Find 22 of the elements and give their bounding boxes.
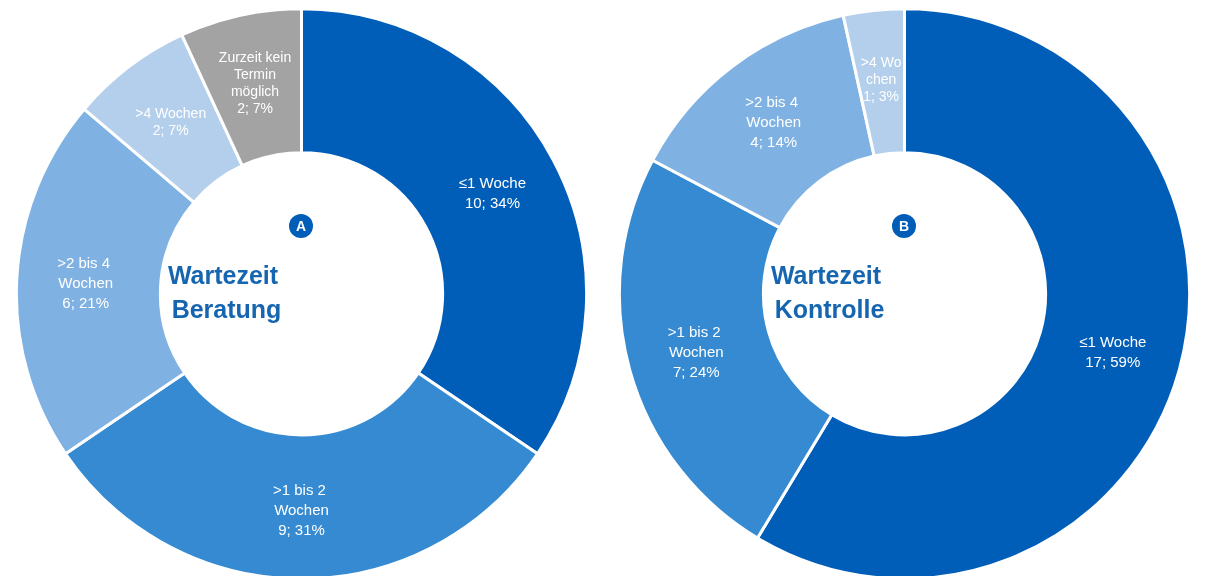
data-label: 4; 14% [750,133,798,151]
slice-label: >2 bis 4 Wochen [745,93,803,131]
slice-label: >1 bis 2 Wochen [667,323,725,361]
data-label: 2; 7% [152,122,189,139]
slice-label: >2 bis 4 Wochen [57,253,115,291]
slice-label: ≤1 Woche [458,174,527,192]
slice-label: ≤1 Woche [1079,333,1147,351]
slice-label: >4 Wochen [135,105,207,122]
data-label: 17; 59% [1085,353,1141,371]
circle-badge: A [289,214,313,238]
slice-label: >4 Wochen [860,53,902,87]
text: Wartezeit Beratung [167,261,286,324]
data-label: 2; 7% [237,100,273,117]
data-label: 6; 21% [62,293,110,311]
slice-label: >1 bis 2 Wochen [272,481,331,519]
circle-badge: B [892,214,916,238]
text: Wartezeit Kontrolle [770,261,889,324]
data-label: 7; 24% [672,363,720,381]
data-label: 10; 34% [464,194,520,212]
data-label: 1; 3% [863,87,900,104]
slice-label: Zurzeit kein Termin möglich [218,49,292,100]
data-label: 9; 31% [278,521,325,539]
